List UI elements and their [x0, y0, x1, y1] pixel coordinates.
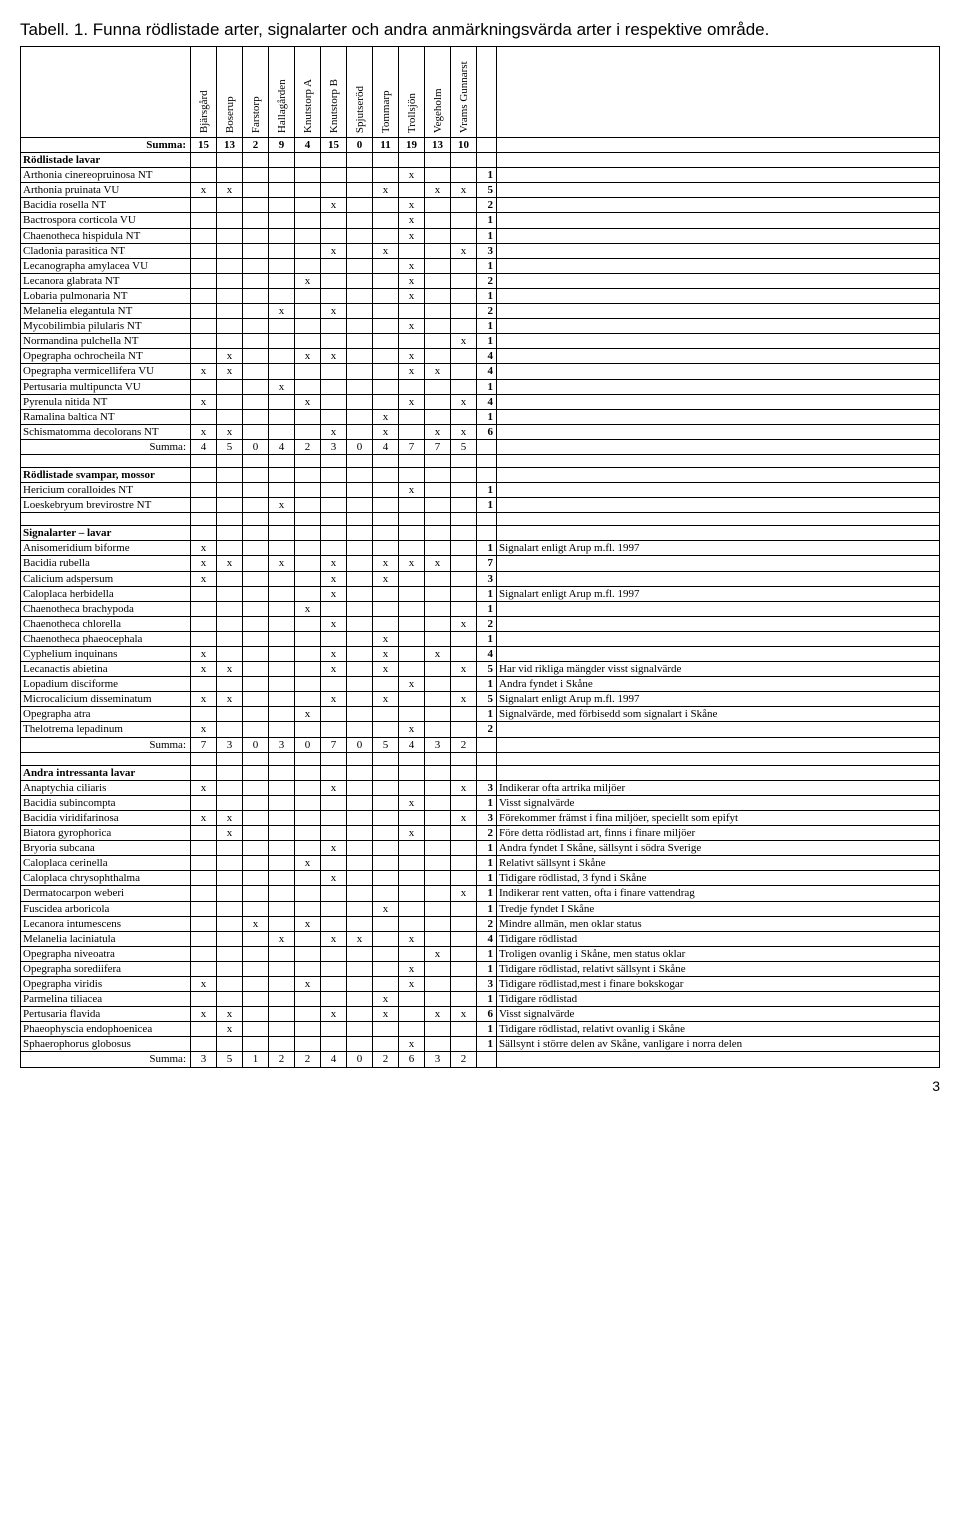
table-row: Opegrapha atrax1Signalvärde, med förbise… [21, 707, 940, 722]
table-row: Arthonia pruinata VUxxxxx5 [21, 183, 940, 198]
table-row: Caloplaca cerinellax1Relativt sällsynt i… [21, 856, 940, 871]
table-row: Thelotrema lepadinumxx2 [21, 722, 940, 737]
table-row: Lobaria pulmonaria NTx1 [21, 288, 940, 303]
table-row: Rödlistade lavar [21, 153, 940, 168]
species-table: Bjärsgård Boserup Farstorp Hallagården K… [20, 46, 940, 1068]
table-row: Chaenotheca brachypodax1 [21, 601, 940, 616]
table-row: Caloplaca herbidellax1Signalart enligt A… [21, 586, 940, 601]
table-row: Cyphelium inquinansxxxx4 [21, 647, 940, 662]
table-row: Chaenotheca chlorellaxx2 [21, 616, 940, 631]
col-vrams: Vrams Gunnarst [451, 47, 477, 138]
table-row: Ramalina baltica NTx1 [21, 409, 940, 424]
table-row: Melanelia laciniatulaxxxx4Tidigare rödli… [21, 931, 940, 946]
table-row: Melanelia elegantula NTxx2 [21, 304, 940, 319]
table-row: Rödlistade svampar, mossor [21, 467, 940, 482]
col-knutstorp-b: Knutstorp B [321, 47, 347, 138]
table-row: Opegrapha niveoatrax1Troligen ovanlig i … [21, 946, 940, 961]
col-bjarsgard: Bjärsgård [191, 47, 217, 138]
table-row: Caloplaca chrysophthalmax1Tidigare rödli… [21, 871, 940, 886]
table-row: Summa:35122402632 [21, 1052, 940, 1067]
table-row: Lecanora intumescensxx2Mindre allmän, me… [21, 916, 940, 931]
table-row: Pyrenula nitida NTxxxx4 [21, 394, 940, 409]
table-row: Opegrapha vermicellifera VUxxxx4 [21, 364, 940, 379]
table-row: Mycobilimbia pilularis NTx1 [21, 319, 940, 334]
table-row: Summa:45042304775 [21, 439, 940, 454]
table-row: Anaptychia ciliarisxxx3Indikerar ofta ar… [21, 780, 940, 795]
table-row: Bacidia rosella NTxx2 [21, 198, 940, 213]
table-row: Summa:151329415011191310 [21, 138, 940, 153]
table-row: Biatora gyrophoricaxx2Före detta rödlist… [21, 826, 940, 841]
table-row: Chaenotheca hispidula NTx1 [21, 228, 940, 243]
table-row: Chaenotheca phaeocephalax1 [21, 631, 940, 646]
table-row: Opegrapha viridisxxx3Tidigare rödlistad,… [21, 976, 940, 991]
table-row: Arthonia cinereopruinosa NTx1 [21, 168, 940, 183]
table-row: Phaeophyscia endophoeniceax1Tidigare röd… [21, 1022, 940, 1037]
table-row: Fuscidea arboricolax1Tredje fyndet I Skå… [21, 901, 940, 916]
table-caption: Tabell. 1. Funna rödlistade arter, signa… [20, 20, 940, 40]
table-row: Loeskebryum brevirostre NTx1 [21, 498, 940, 513]
table-row: Opegrapha sorediiferax1Tidigare rödlista… [21, 961, 940, 976]
table-row: Hericium coralloides NTx1 [21, 483, 940, 498]
table-row: Lecanactis abietinaxxxxx5Har vid rikliga… [21, 662, 940, 677]
table-row: Calicium adspersumxxx3 [21, 571, 940, 586]
table-row: Bactrospora corticola VUx1 [21, 213, 940, 228]
table-row: Bacidia subincomptax1Visst signalvärde [21, 795, 940, 810]
table-row: Parmelina tiliaceax1Tidigare rödlistad [21, 992, 940, 1007]
table-row: Dermatocarpon weberix1Indikerar rent vat… [21, 886, 940, 901]
table-row: Opegrapha ochrocheila NTxxxx4 [21, 349, 940, 364]
table-row: Normandina pulchella NTx1 [21, 334, 940, 349]
table-row: Pertusaria flavidaxxxxxx6Visst signalvär… [21, 1007, 940, 1022]
table-row: Andra intressanta lavar [21, 765, 940, 780]
col-farstorp: Farstorp [243, 47, 269, 138]
table-row: Lopadium disciformex1Andra fyndet i Skån… [21, 677, 940, 692]
table-row: Summa:73030705432 [21, 737, 940, 752]
col-vegeholm: Vegeholm [425, 47, 451, 138]
table-row: Lecanographa amylacea VUx1 [21, 258, 940, 273]
col-boserup: Boserup [217, 47, 243, 138]
col-knutstorp-a: Knutstorp A [295, 47, 321, 138]
table-row: Sphaerophorus globosusx1Sällsynt i störr… [21, 1037, 940, 1052]
col-tommarp: Tommarp [373, 47, 399, 138]
table-row: Schismatomma decolorans NTxxxxxx6 [21, 424, 940, 439]
table-row: Cladonia parasitica NTxxx3 [21, 243, 940, 258]
table-row: Bryoria subcanax1Andra fyndet I Skåne, s… [21, 841, 940, 856]
col-hallagarden: Hallagården [269, 47, 295, 138]
table-row: Anisomeridium biformex1Signalart enligt … [21, 541, 940, 556]
col-trollsjon: Trollsjön [399, 47, 425, 138]
page-number: 3 [20, 1078, 940, 1094]
table-row: Lecanora glabrata NTxx2 [21, 273, 940, 288]
table-row: Bacidia rubellaxxxxxxx7 [21, 556, 940, 571]
table-row: Signalarter – lavar [21, 526, 940, 541]
table-row: Microcalicium disseminatumxxxxx5Signalar… [21, 692, 940, 707]
table-row: Pertusaria multipuncta VUx1 [21, 379, 940, 394]
table-row: Bacidia viridifarinosaxxx3Förekommer frä… [21, 810, 940, 825]
header-row: Bjärsgård Boserup Farstorp Hallagården K… [21, 47, 940, 138]
col-spjutserod: Spjutseröd [347, 47, 373, 138]
